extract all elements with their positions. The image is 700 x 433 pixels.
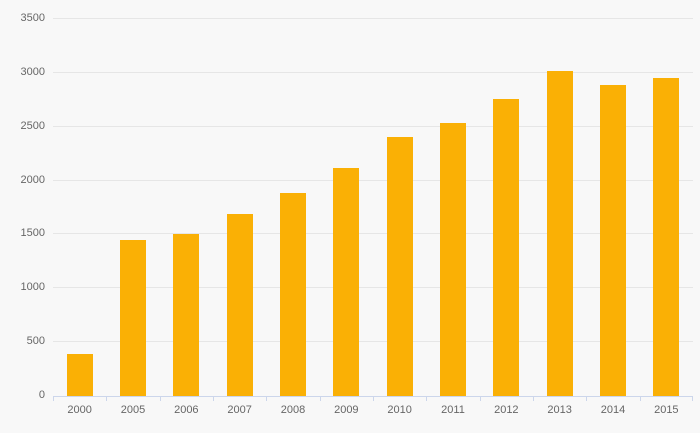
x-axis-label-2010: 2010: [387, 404, 412, 416]
x-axis-label-2015: 2015: [654, 404, 679, 416]
bar-2011[interactable]: [440, 123, 466, 396]
y-axis-tick-label: 0: [38, 389, 45, 401]
gridline-1500: [53, 233, 693, 235]
bar-2000[interactable]: [66, 354, 93, 396]
x-axis-label-2014: 2014: [600, 404, 626, 416]
gridline-3000: [53, 71, 693, 73]
bar-2012[interactable]: [493, 99, 520, 396]
bar-2015[interactable]: [653, 78, 680, 396]
bar-2013[interactable]: [546, 71, 573, 396]
x-axis-tick: [106, 396, 107, 401]
x-axis-tick: [160, 396, 161, 401]
y-axis-tick-label: 2000: [20, 173, 45, 186]
x-axis-tick: [373, 396, 374, 401]
plot-area: 2000 2005 2006 2007 2008 2009 2010 2011 2012 2013…: [53, 18, 693, 416]
y-axis-tick-label: 1500: [20, 227, 45, 240]
y-axis-tick-label: 3500: [20, 12, 45, 24]
x-axis-label-2007: 2007: [227, 404, 252, 416]
x-axis-label-2005: 2005: [120, 404, 146, 416]
x-axis-tick: [213, 396, 214, 401]
x-axis-label-2012: 2012: [494, 404, 519, 416]
x-axis-tick: [586, 396, 587, 401]
x-axis-label-2006: 2006: [174, 404, 199, 416]
bar-2005[interactable]: [120, 240, 146, 396]
x-axis-tick: [480, 396, 481, 401]
x-axis-tick: [426, 396, 427, 401]
gridline-2500: [53, 125, 693, 127]
x-axis-label-2013: 2013: [547, 404, 572, 416]
x-axis-tick: [533, 396, 534, 401]
gridline-2000: [53, 179, 693, 181]
bar-2014[interactable]: [600, 85, 626, 396]
x-axis-tick: [320, 396, 321, 401]
bar-2007[interactable]: [226, 214, 253, 396]
x-axis-tick: [266, 396, 267, 401]
y-axis-tick-label: 3000: [20, 65, 45, 78]
x-axis-label-2011: 2011: [441, 404, 465, 416]
x-axis-label-2000: 2000: [67, 404, 92, 416]
y-axis-labels: 0 500 1000 1500 2000 2500 3000 3500: [0, 0, 45, 433]
x-axis-tick: [53, 396, 54, 401]
gridline-1000: [53, 287, 693, 289]
x-axis-tick: [692, 396, 693, 401]
bar-2010[interactable]: [386, 137, 413, 396]
bar-2009[interactable]: [333, 168, 360, 396]
bar-2008[interactable]: [280, 193, 306, 396]
x-axis-label-2008: 2008: [280, 404, 306, 416]
gridline-3500: [53, 18, 693, 19]
x-axis-tick: [640, 396, 641, 401]
x-axis-label-2009: 2009: [334, 404, 359, 416]
bar-2006[interactable]: [173, 234, 200, 396]
gridline-500: [53, 341, 693, 343]
y-axis-tick-label: 2500: [20, 119, 45, 132]
y-axis-tick-label: 1000: [20, 281, 45, 294]
y-axis-tick-label: 500: [26, 335, 45, 348]
